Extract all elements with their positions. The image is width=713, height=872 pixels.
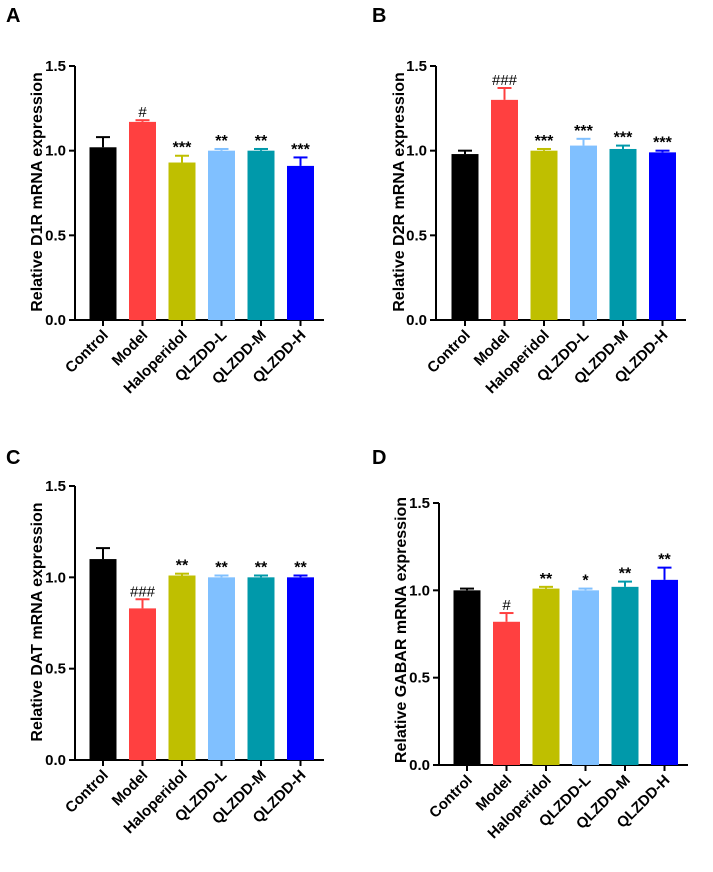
panel-a-ylabel: Relative D1R mRNA expression <box>29 72 46 312</box>
panel-c-bar-control <box>89 559 117 760</box>
panel-a-significance-label: ** <box>215 133 228 150</box>
panel-a-bar-haloperidol <box>168 162 196 320</box>
panel-b: B Relative D2R mRNA expression 0.0 0.5 1.0… <box>372 5 686 397</box>
panel-d-ylabel: Relative GABAR mRNA expression <box>393 497 410 763</box>
panel-d-y-tick-label: 0.5 <box>409 670 430 687</box>
panel-d-bar-control <box>453 590 481 765</box>
panel-d-significance-label: ** <box>619 566 632 583</box>
panel-c-significance-label: ** <box>255 560 268 577</box>
panel-c: C Relative DAT mRNA expression 0.0 0.5 1.0… <box>6 447 324 837</box>
panel-d: D Relative GABAR mRNA expression 0.0 0.5 1… <box>372 447 688 842</box>
panel-c-bar-qlzdd-m <box>247 577 275 760</box>
panel-c-letter: C <box>6 447 20 469</box>
panel-b-bar-model <box>491 99 518 320</box>
panel-b-plot: 0.00.51.01.5Control###Model***Haloperido… <box>406 58 686 397</box>
panel-a-y-tick-label: 0.0 <box>45 312 66 329</box>
panel-d-significance-label: ** <box>540 571 553 588</box>
panel-c-y-tick-label: 0.5 <box>45 661 66 678</box>
panel-a-bar-qlzdd-m <box>247 150 275 320</box>
panel-b-significance-label: ### <box>492 72 518 89</box>
panel-a-bar-qlzdd-l <box>208 150 235 320</box>
panel-d-y-tick-label: 0.0 <box>409 757 430 774</box>
panel-b-x-tick-label: Control <box>424 327 474 377</box>
panel-c-y-tick-label: 1.0 <box>45 569 66 586</box>
panel-c-bar-haloperidol <box>168 575 196 760</box>
panel-d-bar-qlzdd-l <box>572 590 599 765</box>
panel-b-bar-qlzdd-m <box>609 148 637 320</box>
panel-c-bar-qlzdd-l <box>208 577 235 760</box>
panel-a-significance-label: ** <box>255 133 268 150</box>
panel-c-x-tick-label: Control <box>62 767 112 817</box>
panel-c-ylabel: Relative DAT mRNA expression <box>29 502 46 741</box>
panel-b-bar-haloperidol <box>530 150 558 320</box>
panel-d-bar-model <box>493 621 520 765</box>
panel-d-y-tick-label: 1.5 <box>409 495 430 512</box>
panel-a: A Relative D1R mRNA expression 0.0 0.5 1.0… <box>6 5 324 397</box>
panel-a-plot: 0.00.51.01.5Control#Model***Haloperidol*… <box>45 58 324 397</box>
panel-a-bar-control <box>89 147 117 320</box>
panel-b-significance-label: *** <box>653 135 672 152</box>
panel-c-significance-label: ** <box>176 558 189 575</box>
panel-a-letter: A <box>6 5 20 27</box>
panel-c-y-tick-label: 0.0 <box>45 752 66 769</box>
panel-c-bar-model <box>129 608 156 760</box>
panel-a-y-tick-label: 1.5 <box>45 58 66 75</box>
panel-d-significance-label: ** <box>658 552 671 569</box>
panel-b-significance-label: *** <box>614 130 633 147</box>
panel-a-significance-label: # <box>138 104 147 121</box>
panel-a-significance-label: *** <box>291 141 310 158</box>
panel-a-y-tick-label: 0.5 <box>45 227 66 244</box>
panel-c-bar-qlzdd-h <box>287 577 314 760</box>
panel-d-bar-qlzdd-m <box>611 586 639 765</box>
panel-d-significance-label: * <box>582 573 589 590</box>
panel-d-y-tick-label: 1.0 <box>409 582 430 599</box>
panel-d-significance-label: # <box>502 597 511 614</box>
panel-b-bar-qlzdd-l <box>570 145 597 320</box>
panel-b-significance-label: *** <box>574 123 593 140</box>
panel-c-significance-label: ** <box>215 560 228 577</box>
panel-a-significance-label: *** <box>173 140 192 157</box>
panel-b-bar-qlzdd-h <box>649 152 676 320</box>
panel-c-significance-label: ### <box>130 583 156 600</box>
panel-d-bar-haloperidol <box>532 588 560 765</box>
panel-c-y-tick-label: 1.5 <box>45 478 66 495</box>
panel-d-bar-qlzdd-h <box>651 579 678 765</box>
panel-d-x-tick-label: Control <box>426 772 476 822</box>
panel-b-y-tick-label: 0.5 <box>406 227 427 244</box>
panel-b-bar-control <box>451 154 479 320</box>
panel-b-letter: B <box>372 5 386 27</box>
panel-a-x-tick-label: Control <box>62 327 112 377</box>
panel-d-letter: D <box>372 447 386 469</box>
panel-a-y-tick-label: 1.0 <box>45 143 66 160</box>
panel-a-bar-qlzdd-h <box>287 165 314 320</box>
panel-c-plot: 0.00.51.01.5Control###Model**Haloperidol… <box>45 478 324 837</box>
panel-b-significance-label: *** <box>535 133 554 150</box>
panel-a-bar-model <box>129 121 156 320</box>
panel-b-y-tick-label: 1.5 <box>406 58 427 75</box>
panel-b-ylabel: Relative D2R mRNA expression <box>391 72 408 312</box>
panel-b-y-tick-label: 1.0 <box>406 143 427 160</box>
panel-d-plot: 0.00.51.01.5Control#Model**Haloperidol*Q… <box>409 495 688 842</box>
panel-c-significance-label: ** <box>294 560 307 577</box>
panel-b-y-tick-label: 0.0 <box>406 312 427 329</box>
